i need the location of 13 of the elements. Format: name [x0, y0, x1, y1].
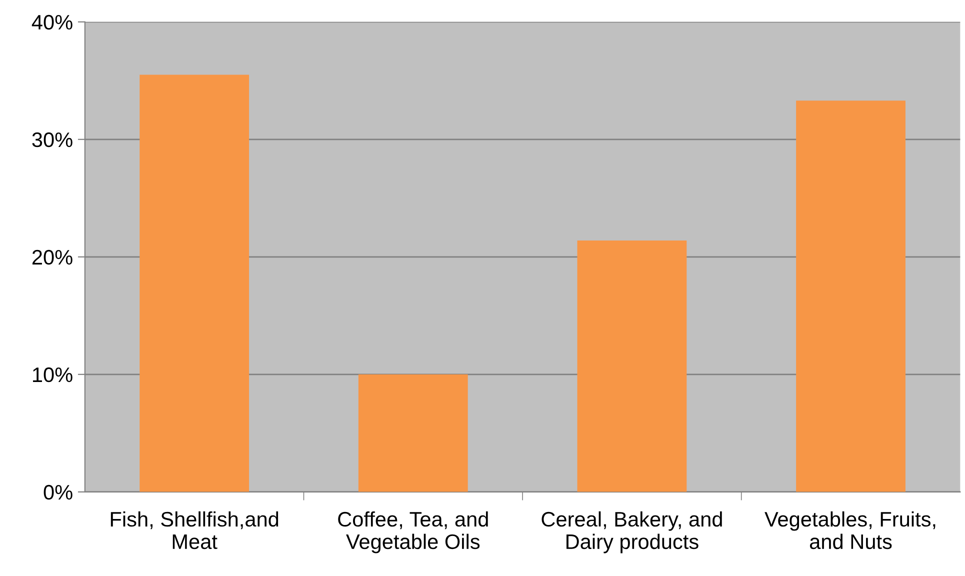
y-tick-label: 0%: [44, 484, 72, 500]
x-tick-label: Cereal, Bakery, and Dairy products: [542, 511, 722, 554]
bar: [577, 240, 687, 492]
y-tick-label: 30%: [32, 132, 72, 148]
y-tick-label: 20%: [32, 250, 72, 265]
bar: [796, 100, 906, 492]
bar: [140, 74, 250, 492]
y-tick-label: 10%: [33, 367, 72, 382]
y-tick-label: 40%: [32, 14, 72, 30]
x-tick-label: Fish, Shellfish,and Meat: [110, 511, 278, 550]
x-tick-label: Vegetables, Fruits, and Nuts: [764, 511, 936, 550]
x-tick-label: Coffee, Tea, and Vegetable Oils: [338, 511, 488, 554]
bar: [358, 374, 468, 492]
